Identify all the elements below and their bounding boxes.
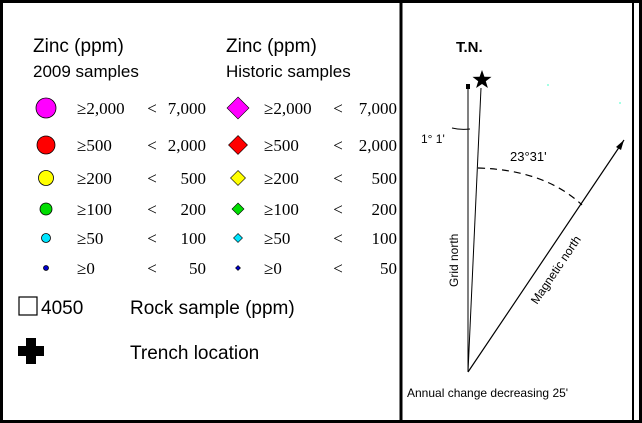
row-historic-max: 7,000 bbox=[359, 99, 397, 118]
star-icon bbox=[472, 70, 492, 88]
legend-rows: ≥2,000 <7,000 ≥2,000 <7,000 ≥500 <2,000 ≥500 <2… bbox=[35, 96, 398, 278]
diamond-symbol-icon bbox=[233, 233, 243, 243]
row-2009-max: 2,000 bbox=[168, 136, 206, 155]
row-historic-max: 500 bbox=[372, 169, 398, 188]
circle-symbol-icon bbox=[43, 265, 49, 271]
declination-arc bbox=[477, 167, 583, 206]
row-historic-min: ≥100 bbox=[264, 200, 299, 219]
row-2009-min: ≥200 bbox=[77, 169, 112, 188]
row-2009-max: 50 bbox=[189, 259, 206, 278]
declination-label: 23°31' bbox=[510, 149, 547, 164]
circle-symbol-icon bbox=[35, 97, 57, 119]
row-2009-op: < bbox=[147, 259, 157, 278]
circle-symbol-icon bbox=[41, 233, 51, 243]
row-historic-op: < bbox=[333, 136, 343, 155]
row-historic-min: ≥2,000 bbox=[264, 99, 312, 118]
row-2009-op: < bbox=[147, 200, 157, 219]
row-2009-op: < bbox=[147, 136, 157, 155]
row-historic-min: ≥500 bbox=[264, 136, 299, 155]
true-north-line bbox=[467, 87, 482, 373]
rock-sample-value: 4050 bbox=[41, 298, 83, 319]
row-2009-max: 200 bbox=[181, 200, 207, 219]
grid-angle-label: 1° 1' bbox=[421, 132, 445, 146]
row-2009-op: < bbox=[147, 169, 157, 188]
magnetic-arrow-half-icon bbox=[616, 140, 624, 150]
col1-heading-line2: 2009 samples bbox=[33, 62, 139, 81]
row-historic-min: ≥0 bbox=[264, 259, 282, 278]
row-historic-op: < bbox=[333, 259, 343, 278]
row-2009-min: ≥100 bbox=[77, 200, 112, 219]
row-2009-min: ≥0 bbox=[77, 259, 95, 278]
diamond-symbol-icon bbox=[231, 202, 245, 216]
row-historic-op: < bbox=[333, 200, 343, 219]
col1-heading-line1: Zinc (ppm) bbox=[33, 36, 124, 57]
row-2009-min: ≥500 bbox=[77, 136, 112, 155]
col2-heading-line2: Historic samples bbox=[226, 62, 351, 81]
row-2009-min: ≥2,000 bbox=[77, 99, 125, 118]
rock-sample-label: Rock sample (ppm) bbox=[130, 298, 295, 319]
true-north-label: T.N. bbox=[456, 39, 483, 56]
diamond-symbol-icon bbox=[235, 265, 241, 271]
grid-angle-arc bbox=[451, 127, 471, 130]
magnetic-north-line bbox=[467, 139, 625, 373]
row-historic-min: ≥200 bbox=[264, 169, 299, 188]
row-2009-op: < bbox=[147, 229, 157, 248]
row-historic-op: < bbox=[333, 229, 343, 248]
row-historic-max: 50 bbox=[380, 259, 397, 278]
rock-sample-square-icon bbox=[18, 296, 38, 316]
row-2009-min: ≥50 bbox=[77, 229, 103, 248]
row-2009-max: 7,000 bbox=[168, 99, 206, 118]
diamond-symbol-icon bbox=[226, 96, 250, 120]
row-historic-max: 100 bbox=[372, 229, 398, 248]
col2-heading-line1: Zinc (ppm) bbox=[226, 36, 317, 57]
row-historic-min: ≥50 bbox=[264, 229, 290, 248]
grid-north-label: Grid north bbox=[447, 234, 461, 287]
circle-symbol-icon bbox=[38, 170, 54, 186]
row-historic-max: 200 bbox=[372, 200, 398, 219]
row-2009-op: < bbox=[147, 99, 157, 118]
row-historic-op: < bbox=[333, 99, 343, 118]
annual-change-label: Annual change decreasing 25' bbox=[407, 386, 568, 400]
grid-north-tip-icon bbox=[466, 84, 470, 89]
row-2009-max: 500 bbox=[181, 169, 207, 188]
row-historic-max: 2,000 bbox=[359, 136, 397, 155]
diamond-symbol-icon bbox=[230, 170, 246, 186]
circle-symbol-icon bbox=[36, 135, 56, 155]
trench-cross-icon bbox=[18, 338, 44, 364]
speck-dot bbox=[619, 102, 621, 104]
row-2009-max: 100 bbox=[181, 229, 207, 248]
speck-dot bbox=[547, 84, 549, 86]
circle-symbol-icon bbox=[39, 202, 53, 216]
row-historic-op: < bbox=[333, 169, 343, 188]
trench-label: Trench location bbox=[130, 343, 259, 364]
diamond-symbol-icon bbox=[228, 135, 248, 155]
